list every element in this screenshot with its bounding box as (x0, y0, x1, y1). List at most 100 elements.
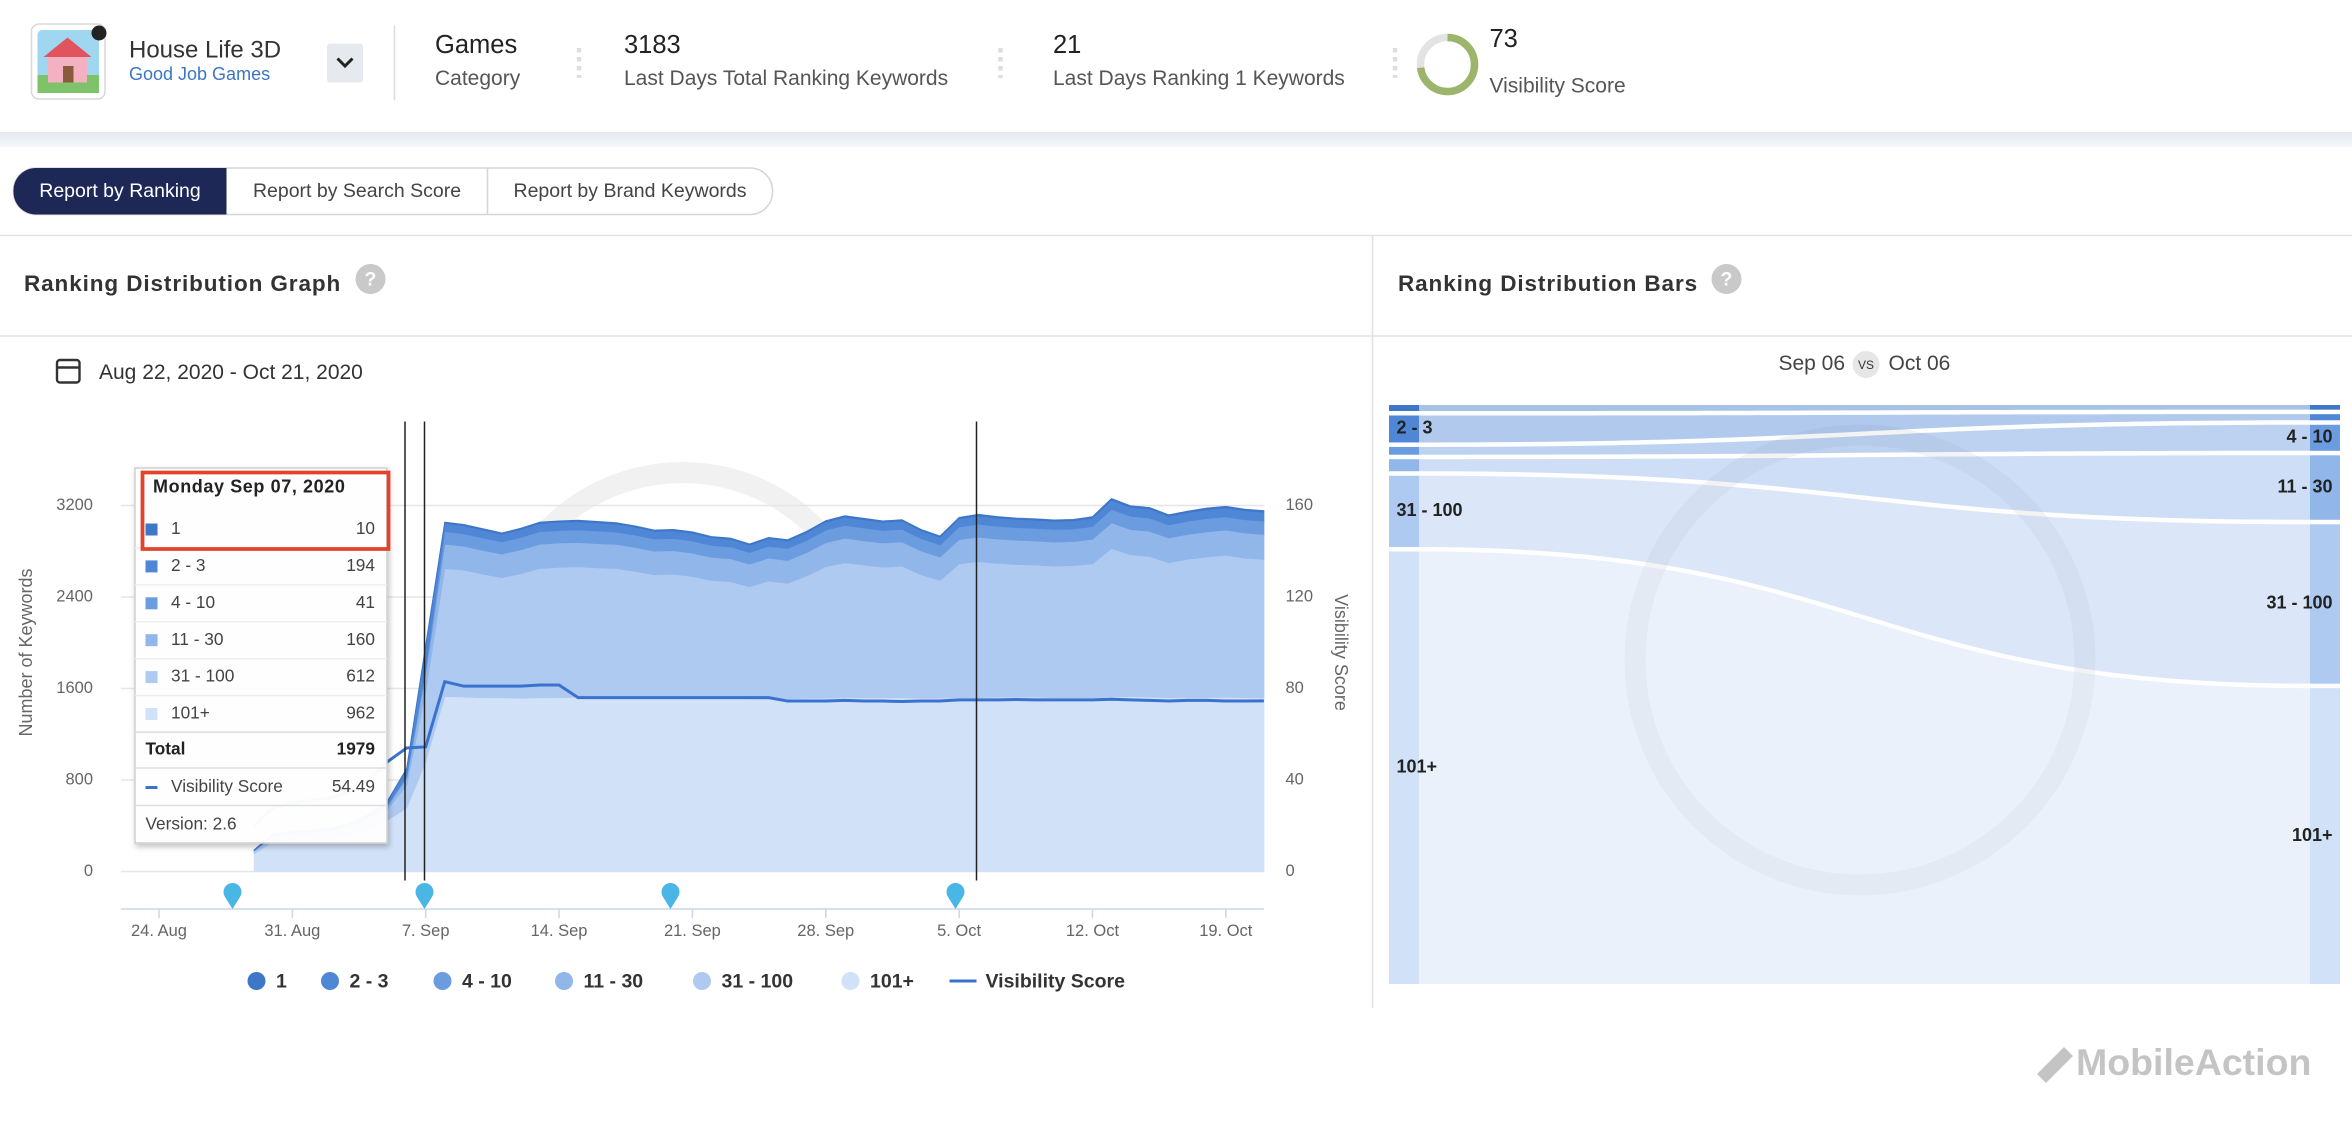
help-icon-glyph: ? (365, 269, 377, 291)
event-pins (223, 883, 965, 909)
visibility-value: 73 (1490, 25, 1518, 53)
category-label: Category (435, 67, 521, 90)
left-date: Sep 06 (1778, 352, 1845, 375)
app-icon-roof (43, 37, 92, 57)
tooltip-version: Version: 2.6 (146, 814, 237, 834)
x-tick-label: 31. Aug (264, 922, 320, 940)
logo-icon (2037, 1047, 2073, 1083)
y2-tick-label: 40 (1286, 770, 1304, 788)
highlight-box (140, 470, 391, 551)
help-icon[interactable] (355, 264, 386, 294)
legend-label[interactable]: Visibility Score (986, 971, 1126, 993)
tooltip-label: 4 - 10 (171, 592, 215, 612)
node-label: 101+ (2292, 825, 2333, 845)
vs-text: VS (1858, 358, 1874, 372)
node (1389, 415, 1419, 443)
tab-active[interactable] (13, 167, 227, 215)
y-tick-label: 800 (65, 770, 93, 788)
tooltip-total-label: Total (146, 739, 186, 759)
tooltip-value: 194 (346, 555, 375, 575)
tab[interactable]: Report by Brand Keywords (513, 180, 746, 202)
x-tick-label: 28. Sep (797, 922, 854, 940)
visibility-label: Visibility Score (1490, 75, 1626, 98)
legend-label[interactable]: 31 - 100 (722, 971, 794, 993)
tooltip-total: 1979 (337, 739, 375, 759)
visibility-donut (1416, 33, 1479, 96)
developer-name[interactable]: Good Job Games (129, 64, 270, 84)
node (2310, 405, 2340, 410)
node (2310, 414, 2340, 421)
legend-label[interactable]: 2 - 3 (350, 971, 389, 993)
y-tick-label: 3200 (56, 496, 93, 514)
x-tick-label: 21. Sep (664, 922, 721, 940)
event-pin[interactable] (223, 883, 242, 909)
date-range[interactable]: Aug 22, 2020 - Oct 21, 2020 (99, 361, 363, 384)
legend-label[interactable]: 11 - 30 (584, 971, 644, 993)
x-tick-label: 12. Oct (1066, 922, 1120, 940)
tooltip-value: 41 (356, 592, 375, 612)
tooltip-value: 10 (356, 518, 375, 538)
tooltip-label: 1 (171, 518, 181, 538)
tooltip-label: Visibility Score (171, 776, 283, 796)
tooltip-box (134, 467, 388, 844)
legend-label[interactable]: 101+ (870, 971, 914, 993)
tooltip-rows: 1 10 2 - 3 194 4 - 10 41 11 - 30 160 31 - 100 612… (135, 518, 387, 734)
ranking-bars: 2 - 3 31 - 100 101+ 4 - 10 11 - 30 31 - 100 10… (1389, 405, 2340, 984)
line (253, 679, 1264, 827)
header-shadow (0, 132, 2352, 147)
total-keywords-label: Last Days Total Ranking Keywords (624, 67, 948, 90)
y-axis-title: Number of Keywords (16, 568, 36, 736)
logo-text: MobileAction (2076, 1041, 2311, 1083)
event-pin[interactable] (661, 883, 680, 909)
help-icon[interactable] (1711, 264, 1742, 294)
logo: MobileAction (2037, 1041, 2311, 1083)
node (1389, 459, 1419, 472)
flow (1419, 424, 2310, 455)
tab[interactable]: Report by Ranking (39, 180, 201, 202)
tooltip-marker (145, 708, 158, 720)
event-pin[interactable] (415, 883, 434, 909)
legend-marker (555, 972, 573, 990)
event-pin[interactable] (946, 883, 965, 909)
tooltip-value: 962 (346, 703, 375, 723)
tooltip-label: 101+ (171, 703, 210, 723)
app-dropdown[interactable] (327, 43, 363, 83)
flow (1419, 455, 2310, 520)
node-label: 11 - 30 (2277, 476, 2332, 496)
node (2310, 524, 2340, 684)
y2-tick-label: 0 (1286, 862, 1295, 880)
x-tick-label: 14. Sep (531, 922, 588, 940)
y2-axis-title: Visibility Score (1331, 594, 1351, 711)
node (2310, 455, 2340, 520)
tooltip-value: 54.49 (332, 776, 375, 796)
node-label: 2 - 3 (1397, 418, 1433, 438)
x-tick-label: 7. Sep (402, 922, 450, 940)
graph-title: Ranking Distribution Graph (24, 271, 341, 296)
tooltip-date: Monday Sep 07, 2020 (153, 476, 345, 496)
legend-label[interactable]: 4 - 10 (462, 971, 512, 993)
y2-tick-label: 120 (1286, 587, 1314, 605)
node-label: 31 - 100 (1397, 500, 1463, 520)
legend-label[interactable]: 1 (276, 971, 287, 993)
tabs: Report by Ranking Report by Search Score… (12, 167, 774, 216)
legend-marker (693, 972, 711, 990)
flow (1419, 414, 2310, 443)
tooltip-value: 612 (346, 666, 375, 686)
y2-tick-label: 160 (1286, 496, 1314, 514)
app-name: House Life 3D (129, 36, 281, 63)
legend-marker (247, 972, 266, 990)
x-tick-label: 19. Oct (1199, 922, 1253, 940)
app-icon-door (63, 66, 74, 83)
x-tick-label: 24. Aug (131, 922, 187, 940)
node-label: 4 - 10 (2286, 427, 2332, 447)
node-label: 101+ (1397, 756, 1438, 776)
total-keywords-value: 3183 (624, 31, 681, 59)
tooltip-marker (145, 634, 158, 647)
tab[interactable]: Report by Search Score (253, 180, 461, 202)
watermark-ring (1624, 424, 2096, 896)
platform-icon (91, 25, 107, 41)
rank1-keywords-value: 21 (1053, 31, 1081, 59)
